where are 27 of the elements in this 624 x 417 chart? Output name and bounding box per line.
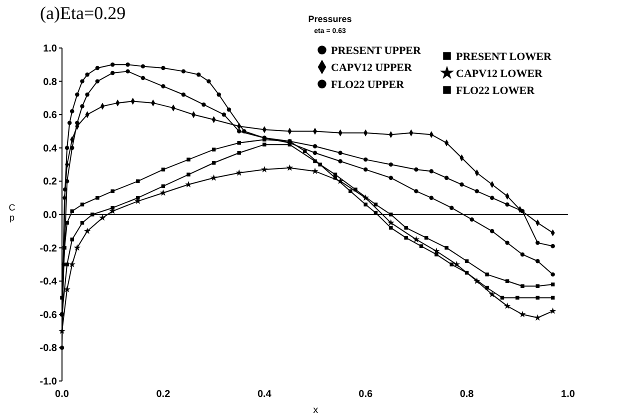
- legend-label: FLO22 LOWER: [456, 85, 536, 97]
- legend-label: PRESENT UPPER: [331, 45, 422, 57]
- y-tick-label: -0.8: [40, 343, 58, 354]
- y-tick-label: 0.8: [43, 76, 58, 88]
- y-tick-label: 0.6: [43, 110, 58, 122]
- legend-label: FLO22 UPPER: [331, 79, 406, 91]
- y-tick-label: 0.4: [43, 143, 58, 154]
- y-tick-label: 0.2: [43, 176, 58, 188]
- x-tick-label: 0.6: [358, 389, 373, 400]
- y-tick-label: -0.6: [40, 310, 58, 321]
- chart-subtitle: Pressures: [308, 14, 352, 24]
- y-axis-title: C p: [8, 202, 16, 222]
- legend-label: PRESENT LOWER: [456, 51, 553, 63]
- y-tick-label: -0.2: [40, 243, 58, 254]
- x-tick-label: 0.8: [460, 389, 474, 400]
- y-tick-label: 1.0: [43, 44, 58, 54]
- chart-title: (a)Eta=0.29: [40, 3, 126, 23]
- y-tick-label: -0.4: [40, 276, 58, 288]
- x-axis-title: x: [313, 405, 318, 416]
- y-tick-label: 0.0: [43, 210, 58, 221]
- y-tick-label: -1.0: [40, 376, 58, 388]
- x-tick-label: 0.4: [257, 389, 272, 400]
- legend-label: CAPV12 LOWER: [456, 68, 544, 80]
- x-tick-label: 0.2: [156, 389, 171, 400]
- x-tick-label: 0.0: [55, 389, 70, 400]
- x-tick-label: 1.0: [561, 389, 576, 400]
- legend-label: CAPV12 UPPER: [331, 62, 414, 74]
